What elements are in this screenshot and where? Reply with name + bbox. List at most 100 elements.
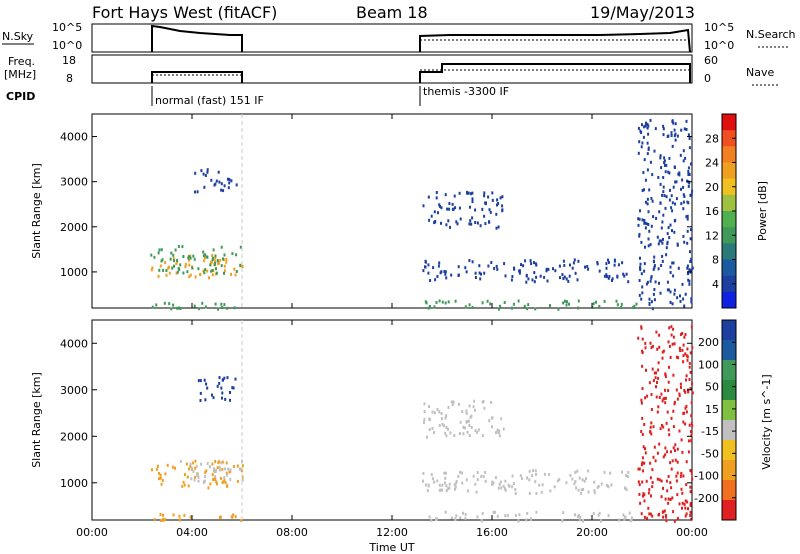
power-scatter-point bbox=[210, 260, 213, 264]
power-scatter-point bbox=[662, 133, 665, 137]
velocity-scatter-point bbox=[514, 514, 517, 517]
velocity-scatter-point bbox=[688, 378, 691, 381]
velocity-scatter-point bbox=[444, 431, 447, 435]
velocity-scatter-point bbox=[455, 514, 458, 518]
velocity-scatter-point bbox=[462, 432, 465, 436]
power-scatter-point bbox=[497, 225, 500, 229]
velocity-scatter-point bbox=[687, 450, 690, 454]
power-scatter-point bbox=[199, 273, 202, 276]
power-scatter-point bbox=[457, 274, 460, 277]
velocity-scatter-point bbox=[683, 502, 686, 506]
velocity-scatter-point bbox=[476, 471, 479, 474]
nsky-tick-high: 10^5 bbox=[52, 21, 82, 34]
power-scatter-point bbox=[204, 253, 207, 257]
power-scatter-point bbox=[163, 301, 166, 305]
power-colorbar-segment bbox=[722, 146, 736, 163]
power-scatter-point bbox=[690, 257, 693, 261]
velocity-scatter-point bbox=[669, 461, 672, 465]
velocity-scatter-point bbox=[689, 485, 692, 489]
power-scatter-point bbox=[533, 271, 536, 275]
velocity-scatter-point bbox=[443, 471, 446, 475]
power-scatter-point bbox=[203, 259, 206, 263]
power-scatter-point bbox=[565, 303, 568, 307]
velocity-scatter-point bbox=[468, 434, 471, 437]
velocity-scatter-point bbox=[585, 477, 587, 481]
velocity-scatter-point bbox=[685, 374, 688, 378]
velocity-scatter-point bbox=[667, 475, 670, 478]
velocity-scatter-point bbox=[667, 428, 670, 432]
velocity-scatter-point bbox=[207, 486, 210, 490]
velocity-scatter-point bbox=[628, 511, 631, 515]
power-scatter-point bbox=[151, 266, 154, 270]
velocity-scatter-point bbox=[206, 386, 209, 390]
velocity-scatter-point bbox=[431, 427, 434, 430]
velocity-scatter-point bbox=[431, 477, 434, 481]
power-scatter-point bbox=[646, 202, 649, 206]
velocity-scatter-point bbox=[656, 347, 659, 351]
velocity-scatter bbox=[151, 325, 694, 523]
power-scatter-point bbox=[483, 191, 486, 195]
velocity-scatter-point bbox=[219, 515, 222, 519]
power-scatter-point bbox=[676, 296, 679, 300]
velocity-scatter-point bbox=[592, 512, 595, 515]
x-tick-label: 00:00 bbox=[676, 526, 708, 539]
power-scatter-point bbox=[489, 210, 492, 214]
velocity-scatter-point bbox=[216, 482, 218, 486]
velocity-scatter-point bbox=[498, 483, 501, 487]
velocity-scatter-point bbox=[221, 396, 223, 400]
power-scatter-point bbox=[664, 206, 667, 210]
velocity-scatter-point bbox=[474, 482, 477, 486]
power-scatter-point bbox=[647, 148, 650, 151]
power-scatter-point bbox=[676, 242, 679, 246]
velocity-scatter-point bbox=[676, 516, 679, 520]
power-scatter-point bbox=[193, 257, 196, 261]
velocity-scatter-point bbox=[492, 481, 495, 485]
power-scatter-point bbox=[549, 304, 551, 308]
velocity-scatter-point bbox=[427, 484, 430, 488]
velocity-scatter-point bbox=[229, 391, 231, 394]
power-plot-frame bbox=[91, 113, 693, 309]
velocity-scatter-point bbox=[464, 426, 466, 430]
power-scatter-point bbox=[226, 306, 229, 310]
velocity-scatter-point bbox=[685, 483, 688, 487]
velocity-scatter-point bbox=[459, 470, 462, 474]
velocity-scatter-point bbox=[457, 474, 460, 478]
velocity-scatter-point bbox=[172, 513, 175, 517]
power-scatter-point bbox=[206, 168, 209, 172]
power-scatter-point bbox=[643, 125, 646, 129]
velocity-scatter-point bbox=[490, 401, 493, 404]
power-scatter-point bbox=[666, 242, 669, 246]
power-scatter-point bbox=[212, 248, 215, 252]
velocity-scatter-point bbox=[179, 459, 182, 463]
velocity-scatter-point bbox=[681, 348, 684, 352]
power-scatter-point bbox=[674, 202, 677, 206]
power-scatter-point bbox=[427, 306, 430, 310]
velocity-scatter-point bbox=[644, 341, 647, 345]
power-scatter-point bbox=[682, 159, 685, 163]
power-scatter-point bbox=[654, 127, 657, 131]
velocity-scatter-point bbox=[531, 474, 534, 478]
velocity-scatter-point bbox=[229, 398, 231, 402]
nsky-trace-2 bbox=[419, 28, 691, 53]
nsky-strip bbox=[91, 23, 693, 53]
power-scatter-point bbox=[488, 220, 491, 224]
velocity-scatter-point bbox=[657, 368, 660, 372]
power-scatter-point bbox=[503, 301, 506, 304]
velocity-scatter-point bbox=[684, 333, 687, 336]
velocity-scatter-point bbox=[600, 519, 603, 523]
velocity-scatter-point bbox=[679, 382, 682, 386]
velocity-scatter-point bbox=[651, 514, 654, 518]
velocity-scatter-point bbox=[215, 480, 218, 484]
velocity-scatter-point bbox=[192, 461, 195, 465]
velocity-scatter-point bbox=[684, 422, 687, 426]
power-scatter-point bbox=[484, 222, 487, 226]
x-tick-label: 16:00 bbox=[476, 526, 508, 539]
power-scatter-point bbox=[671, 201, 674, 205]
velocity-scatter-point bbox=[521, 477, 523, 481]
power-scatter-point bbox=[225, 260, 228, 264]
power-scatter-point bbox=[646, 168, 649, 172]
velocity-scatter-point bbox=[476, 515, 479, 519]
velocity-scatter-point bbox=[664, 388, 666, 392]
velocity-scatter-point bbox=[218, 376, 221, 380]
power-ytick-label: 4000 bbox=[60, 131, 88, 144]
